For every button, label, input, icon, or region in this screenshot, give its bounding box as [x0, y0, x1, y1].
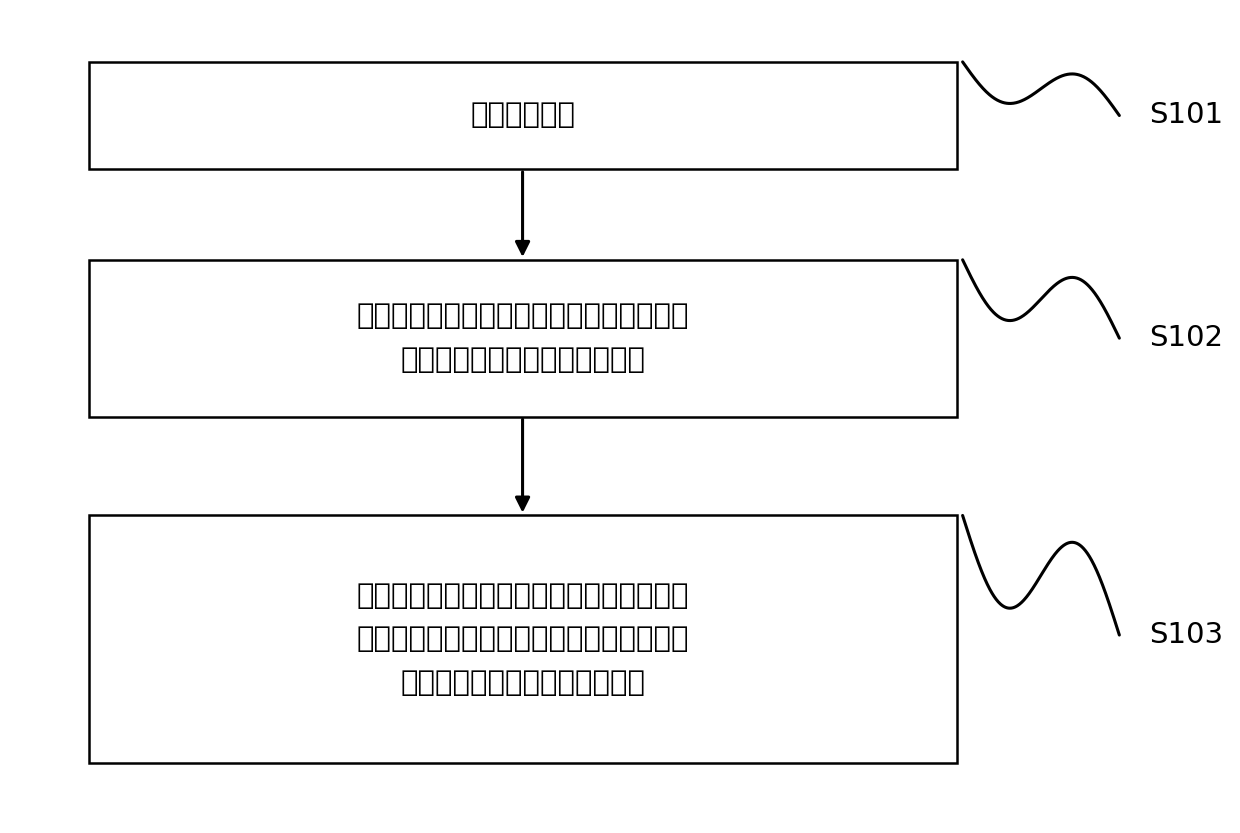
Text: S101: S101	[1149, 102, 1224, 129]
Text: 接收第一数据: 接收第一数据	[470, 102, 575, 129]
Text: S103: S103	[1149, 621, 1224, 649]
Bar	[88, 62, 956, 169]
Text: 根据第一数据得出已建第一隧道上待检测位
置处的地震动力响应程度代数值: 根据第一数据得出已建第一隧道上待检测位 置处的地震动力响应程度代数值	[356, 302, 689, 374]
Bar	[88, 516, 956, 763]
Text: 将计算得出的待检测位置处的地震动力响应
程度代数值与预先存储的分区基准值进行比
较，确定待检测位置的分区等级: 将计算得出的待检测位置处的地震动力响应 程度代数值与预先存储的分区基准值进行比 …	[356, 581, 689, 696]
Bar	[88, 260, 956, 416]
Text: S102: S102	[1149, 324, 1224, 352]
